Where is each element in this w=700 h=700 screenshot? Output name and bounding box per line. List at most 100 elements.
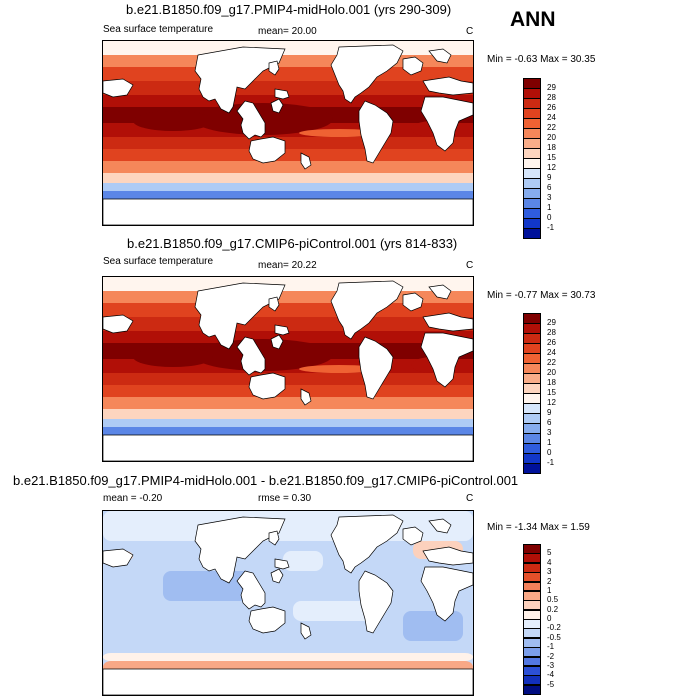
colorbar-label: 3 <box>547 567 552 577</box>
colorbar-swatch <box>523 373 541 384</box>
land-mass <box>248 372 286 400</box>
panel3-map-canvas <box>103 511 473 695</box>
colorbar-label: 20 <box>547 368 556 377</box>
panel3-title: b.e21.B1850.f09_g17.PMIP4-midHolo.001 - … <box>13 473 519 488</box>
land-mass <box>268 60 280 76</box>
colorbar-label: -1 <box>547 223 555 232</box>
colorbar-label: 15 <box>547 153 556 162</box>
panel2-units: C <box>466 260 474 271</box>
colorbar-label: 15 <box>547 388 556 397</box>
land-mass <box>103 668 473 695</box>
colorbar-swatch <box>523 198 541 209</box>
land-mass <box>270 568 284 584</box>
panel1-mean: mean= 20.00 <box>258 26 317 37</box>
panel3-colorbar: 5 4 3 2 1 0.5 0.2 0 -0.2 -0.5 -1 -2 -3 -4 -5 <box>523 544 583 695</box>
land-mass <box>103 548 134 568</box>
colorbar-swatch <box>523 138 541 149</box>
panel1-map-canvas <box>103 41 473 225</box>
colorbar-swatch <box>523 148 541 159</box>
colorbar-label: 1 <box>547 438 552 447</box>
colorbar-label: 29 <box>547 318 556 327</box>
land-mass <box>300 388 312 406</box>
colorbar-label: 24 <box>547 348 556 357</box>
land-mass <box>422 312 473 332</box>
colorbar-swatch <box>523 333 541 344</box>
land-mass <box>330 280 404 340</box>
colorbar-label: 3 <box>547 193 552 202</box>
land-mass <box>194 282 286 350</box>
colorbar-label: 1 <box>547 585 552 595</box>
panel1-colorbar: 29 28 26 24 22 20 18 15 12 9 6 3 1 0 -1 <box>523 78 583 239</box>
colorbar-label: 12 <box>547 163 556 172</box>
colorbar-swatch <box>523 393 541 404</box>
colorbar-swatch <box>523 443 541 454</box>
colorbar-label: 0 <box>547 614 552 623</box>
colorbar-label: 22 <box>547 123 556 132</box>
panel2-variable: Sea surface temperature <box>103 256 214 267</box>
colorbar-label: 18 <box>547 378 556 387</box>
panel1-map <box>102 40 474 226</box>
colorbar-swatch <box>523 128 541 139</box>
colorbar-label: 26 <box>547 338 556 347</box>
colorbar-label: 2 <box>547 576 552 586</box>
land-mass <box>422 546 473 566</box>
land-mass <box>103 314 134 334</box>
panel1-minmax: Min = -0.63 Max = 30.35 <box>487 54 596 65</box>
colorbar-label: 0.5 <box>547 595 559 605</box>
colorbar-swatch <box>523 228 541 239</box>
colorbar-label: 20 <box>547 133 556 142</box>
colorbar-swatch <box>523 78 541 89</box>
colorbar-label: -5 <box>547 679 555 689</box>
land-mass <box>236 570 266 610</box>
panel2-mean: mean= 20.22 <box>258 260 317 271</box>
land-mass <box>236 100 266 140</box>
colorbar-swatch <box>523 423 541 434</box>
colorbar-swatch <box>523 453 541 464</box>
land-mass <box>248 606 286 634</box>
colorbar-swatch <box>523 88 541 99</box>
colorbar-swatch <box>523 208 541 219</box>
land-mass <box>358 100 394 164</box>
colorbar-label: 12 <box>547 398 556 407</box>
land-mass <box>420 566 473 622</box>
colorbar-swatch <box>523 383 541 394</box>
land-mass <box>268 530 280 546</box>
land-mass <box>103 434 473 461</box>
land-mass <box>402 56 424 76</box>
panel2-colorbar: 29 28 26 24 22 20 18 15 12 9 6 3 1 0 -1 <box>523 313 583 474</box>
panel3-minmax: Min = -1.34 Max = 1.59 <box>487 522 590 533</box>
colorbar-label: -1 <box>547 642 555 652</box>
land-mass <box>330 514 404 574</box>
colorbar-label: 28 <box>547 328 556 337</box>
panel2-map <box>102 276 474 462</box>
colorbar-swatch <box>523 168 541 179</box>
colorbar-label: 6 <box>547 418 552 427</box>
colorbar-swatch <box>523 433 541 444</box>
panel3-units: C <box>466 493 474 504</box>
colorbar-label: 0 <box>547 213 552 222</box>
colorbar-label: -2 <box>547 651 555 661</box>
colorbar-swatch <box>523 118 541 129</box>
land-mass <box>103 78 134 98</box>
colorbar-label: -1 <box>547 458 555 467</box>
land-mass <box>274 558 290 570</box>
colorbar-label: 22 <box>547 358 556 367</box>
colorbar-swatch <box>523 98 541 109</box>
colorbar-swatch <box>523 343 541 354</box>
colorbar-label: 9 <box>547 173 552 182</box>
land-mass <box>420 332 473 388</box>
land-mass <box>428 518 452 534</box>
colorbar-swatch <box>523 413 541 424</box>
panel3-rmse: rmse = 0.30 <box>258 493 312 504</box>
land-mass <box>274 88 290 100</box>
panel1-units: C <box>466 26 474 37</box>
land-mass <box>194 516 286 584</box>
panel3-map <box>102 510 474 696</box>
colorbar-label: 18 <box>547 143 556 152</box>
land-mass <box>248 136 286 164</box>
land-mass <box>236 336 266 376</box>
land-mass <box>300 622 312 640</box>
land-mass <box>330 44 404 104</box>
colorbar-swatch <box>523 684 541 695</box>
land-mass <box>194 46 286 114</box>
